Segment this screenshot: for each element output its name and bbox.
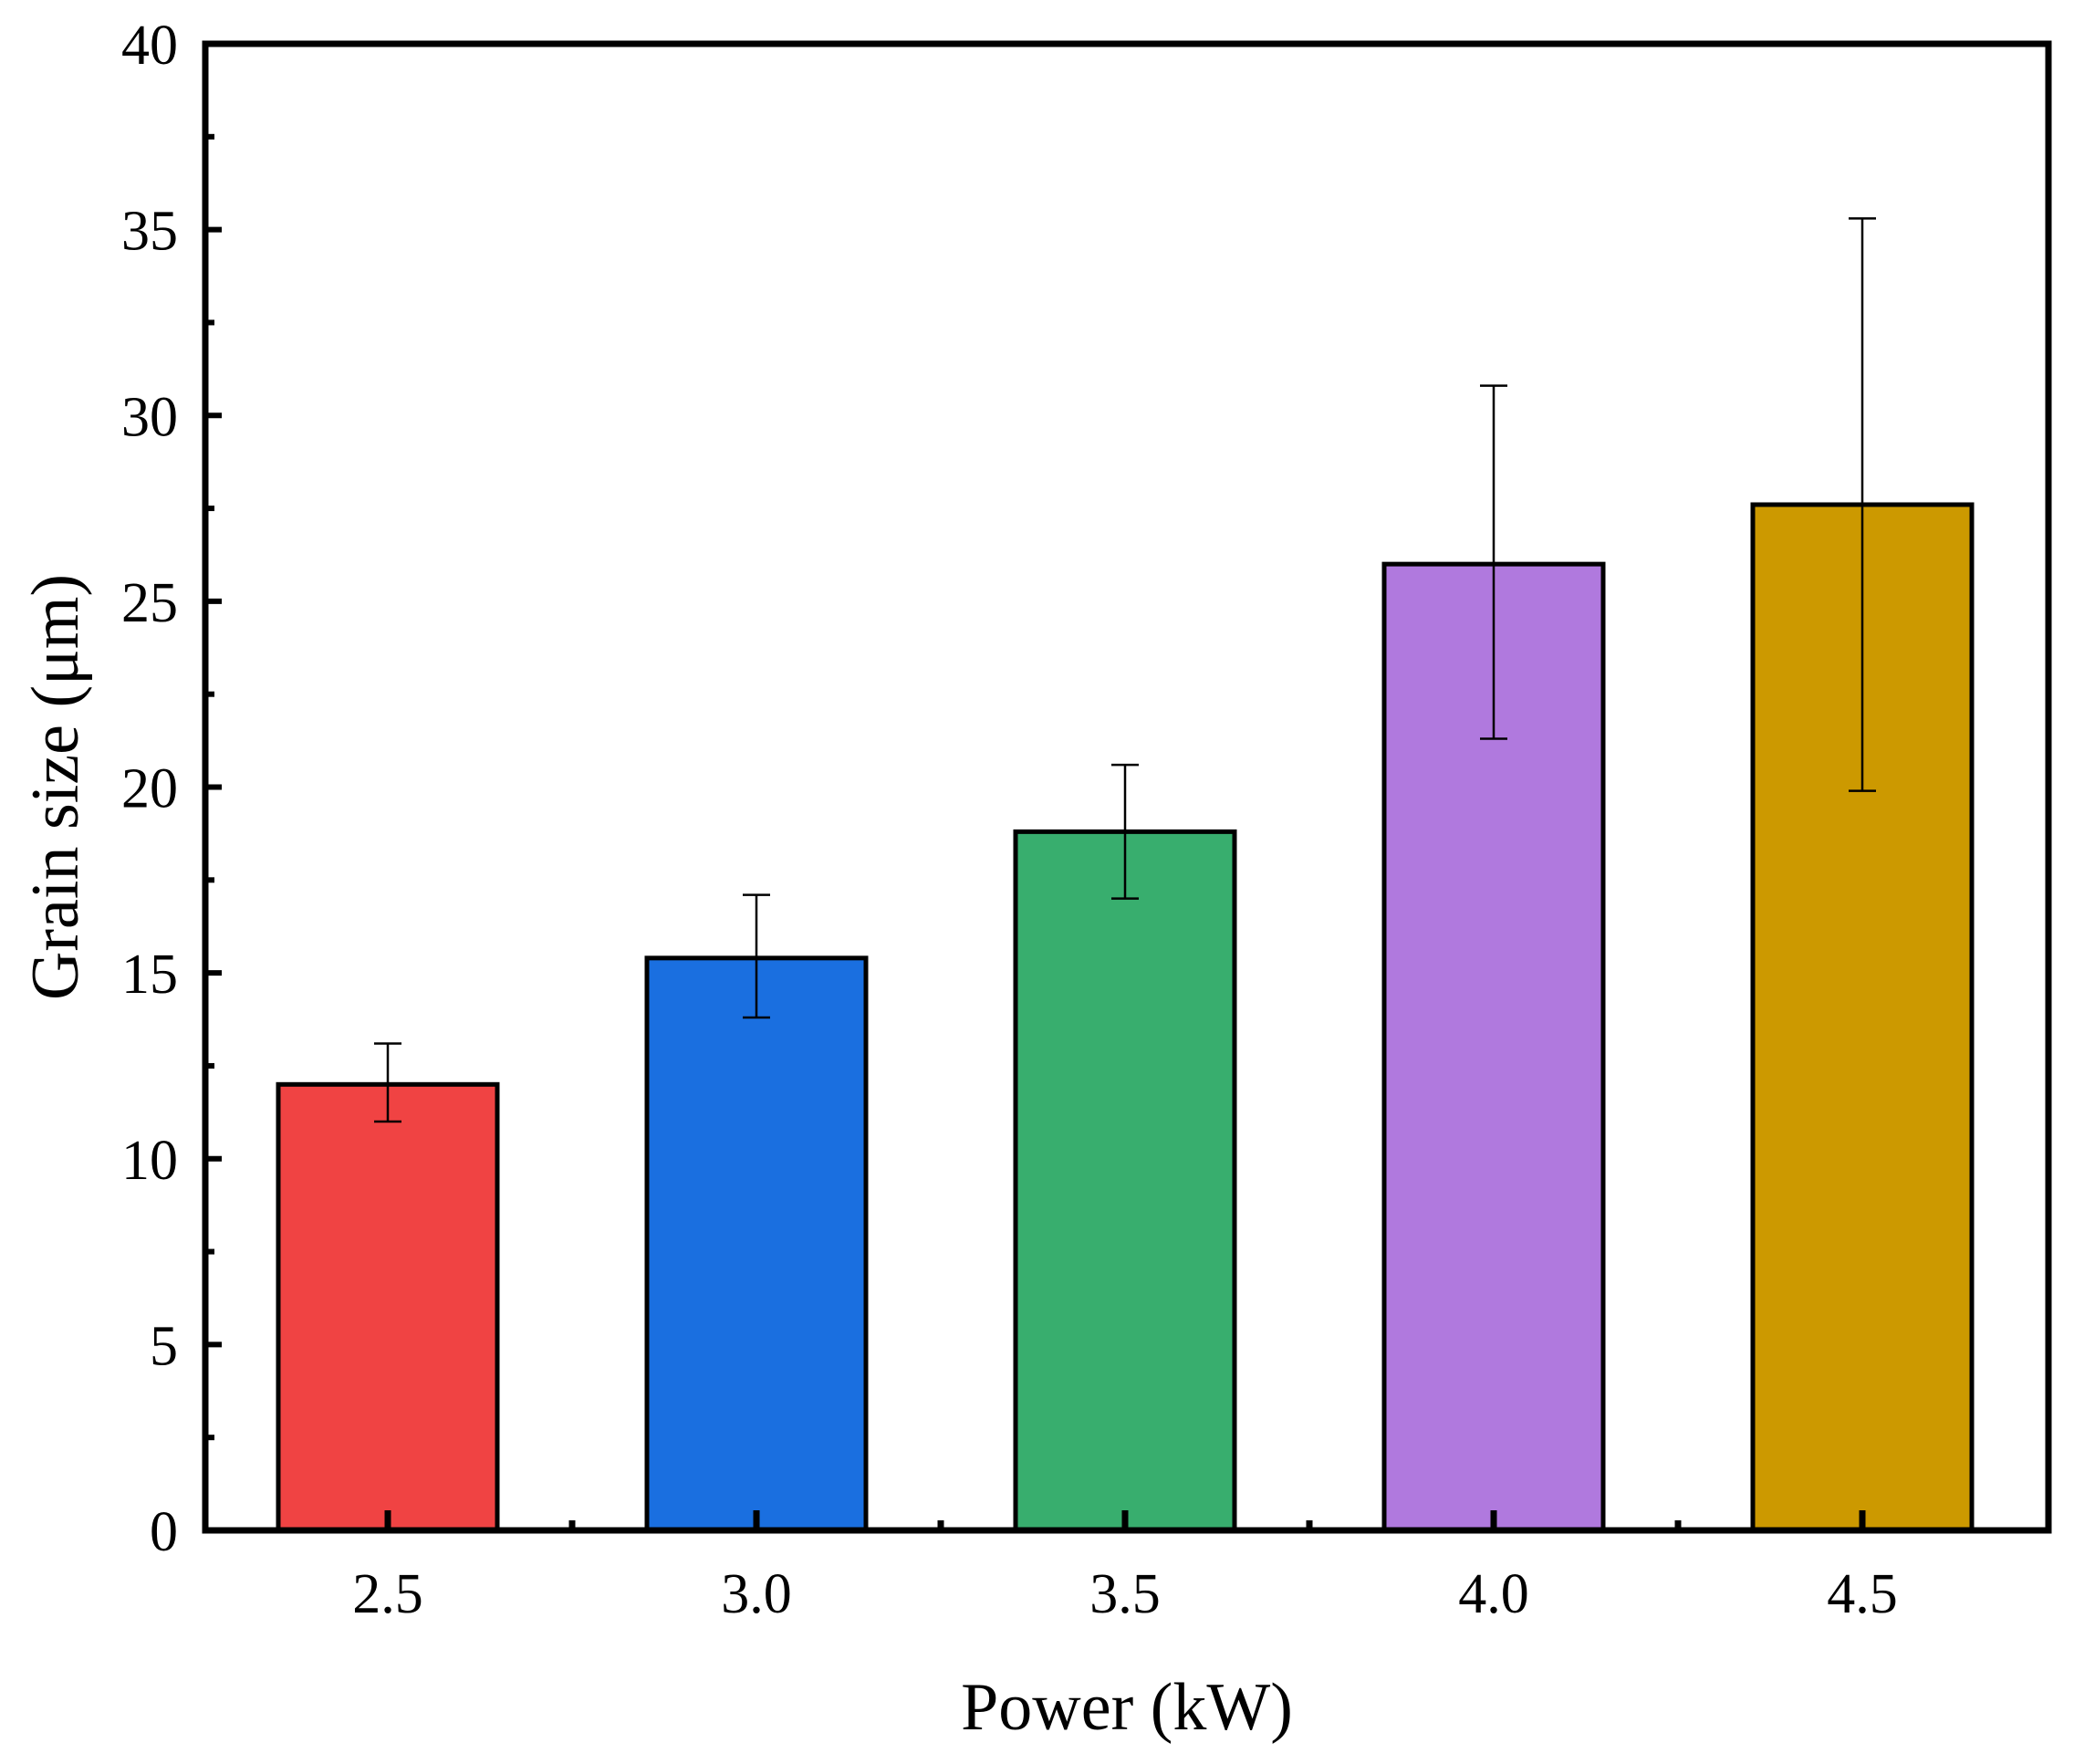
y-tick-label: 0 [150,1501,178,1563]
y-tick-label: 25 [121,572,178,634]
x-tick-label: 3.0 [721,1563,792,1625]
y-tick-label: 10 [121,1130,178,1192]
x-axis-label: Power (kW) [961,1670,1293,1745]
y-axis-label: Grain size (μm) [18,574,93,1000]
y-tick-label: 30 [121,386,178,448]
error-bar-2.5 [374,1042,401,1123]
error-bar-3.0 [743,893,770,1019]
bars-layer [276,502,1975,1533]
error-bar-3.5 [1111,763,1139,900]
error-bar-4.5 [1849,217,1876,792]
x-tick-label: 3.5 [1089,1563,1161,1625]
ticks-layer [205,41,1866,1533]
x-tick-label: 4.5 [1827,1563,1898,1625]
bar-3.0 [644,955,869,1533]
y-tick-label: 5 [150,1315,178,1377]
y-tick-label: 20 [121,758,178,820]
bar-2.5 [276,1081,500,1533]
y-tick-label: 40 [121,15,178,77]
x-tick-label: 4.0 [1458,1563,1529,1625]
bar-3.5 [1013,829,1237,1533]
x-tick-label: 2.5 [352,1563,423,1625]
error-bar-4.0 [1480,384,1507,740]
error-bars-layer [374,217,1876,1123]
labels-layer: 0 5 10 15 20 25 30 35 40 2.5 3.0 3.5 4.0 4.5 Power (kW… [18,15,1898,1745]
y-tick-label: 35 [121,201,178,263]
y-tick-label: 15 [121,944,178,1006]
